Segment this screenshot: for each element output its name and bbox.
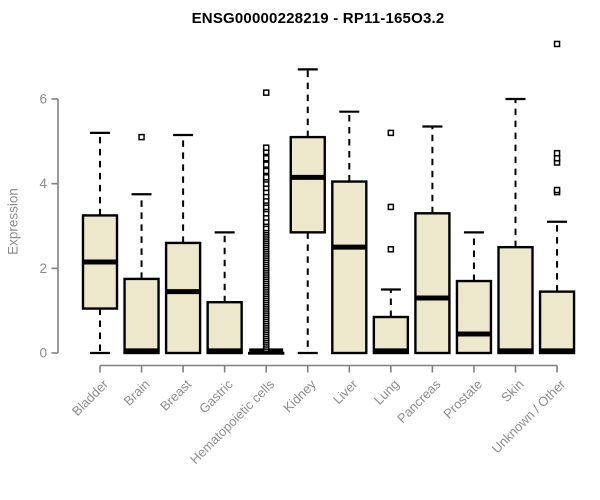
box-group-brain: [123, 133, 160, 355]
chart-title: ENSG00000228219 - RP11-165O3.2: [191, 10, 445, 27]
box-group-breast: [164, 133, 202, 355]
x-tick-label: Unknown / Other: [489, 376, 569, 456]
x-tick-label: Kidney: [280, 376, 319, 415]
outlier-point: [262, 161, 270, 168]
outlier-point: [553, 149, 561, 157]
y-tick-label: 6: [39, 92, 47, 107]
iqr-box: [538, 290, 576, 355]
iqr-box: [414, 212, 451, 355]
outlier-point: [262, 174, 270, 181]
box-group-prostate: [455, 231, 493, 355]
box-group-liver: [331, 110, 368, 355]
box-group-unknown-other: [538, 40, 576, 355]
outlier-point: [262, 89, 270, 96]
iqr-box: [372, 315, 410, 355]
box-group-gastric: [206, 231, 243, 355]
x-tick-label: Lung: [371, 377, 402, 408]
iqr-box: [497, 245, 534, 355]
iqr-box: [206, 301, 243, 355]
iqr-box: [331, 180, 368, 355]
y-tick-label: 0: [39, 346, 47, 361]
x-tick-label: Liver: [330, 376, 361, 407]
x-tick-label: Prostate: [440, 377, 485, 422]
outlier-point: [138, 133, 145, 141]
box-group-hematopoietic-cells: [247, 89, 285, 355]
box-group-lung: [372, 129, 410, 355]
y-tick-label: 4: [39, 176, 47, 191]
x-tick-label: Bladder: [69, 376, 112, 419]
x-tick-label: Brain: [121, 377, 153, 409]
outlier-point: [387, 246, 395, 253]
outlier-point: [553, 186, 561, 194]
x-tick-label: Gastric: [196, 376, 236, 416]
x-tick-label: Breast: [157, 376, 194, 413]
outlier-point: [553, 40, 561, 48]
outlier-point: [262, 167, 270, 175]
outlier-point: [553, 155, 561, 162]
outlier-point: [262, 144, 270, 151]
y-tick-label: 2: [39, 261, 47, 276]
iqr-box: [164, 241, 202, 355]
iqr-box: [123, 277, 160, 355]
outlier-point: [262, 155, 270, 162]
box-group-bladder: [81, 131, 119, 355]
outlier-point: [387, 203, 395, 211]
x-tick-label: Pancreas: [394, 376, 444, 426]
iqr-box: [455, 279, 493, 355]
x-tick-label: Skin: [498, 377, 526, 405]
box-group-pancreas: [414, 125, 451, 355]
outlier-point: [387, 129, 395, 137]
box-group-kidney: [289, 68, 326, 355]
box-group-skin: [497, 97, 534, 355]
iqr-box: [289, 135, 326, 234]
